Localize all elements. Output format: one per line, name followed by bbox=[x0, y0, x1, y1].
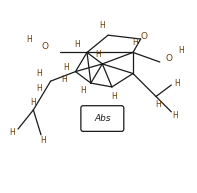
Text: O: O bbox=[166, 54, 173, 63]
Text: H: H bbox=[172, 111, 178, 120]
Text: H: H bbox=[80, 86, 86, 95]
Text: H: H bbox=[74, 40, 80, 49]
Text: H: H bbox=[132, 38, 138, 47]
Text: H: H bbox=[27, 35, 32, 43]
Text: H: H bbox=[61, 75, 67, 84]
Text: H: H bbox=[31, 98, 36, 107]
Text: O: O bbox=[41, 42, 48, 51]
Text: H: H bbox=[178, 46, 184, 55]
Text: H: H bbox=[174, 79, 180, 88]
Text: H: H bbox=[96, 50, 101, 59]
Text: H: H bbox=[9, 128, 15, 137]
Text: H: H bbox=[99, 21, 105, 30]
Text: H: H bbox=[36, 69, 42, 78]
Text: O: O bbox=[141, 32, 148, 41]
FancyBboxPatch shape bbox=[81, 106, 124, 131]
Text: H: H bbox=[40, 136, 46, 145]
Text: Abs: Abs bbox=[94, 114, 111, 123]
Text: H: H bbox=[111, 92, 117, 101]
Text: H: H bbox=[155, 100, 161, 109]
Text: H: H bbox=[63, 63, 69, 72]
Text: H: H bbox=[36, 84, 42, 93]
